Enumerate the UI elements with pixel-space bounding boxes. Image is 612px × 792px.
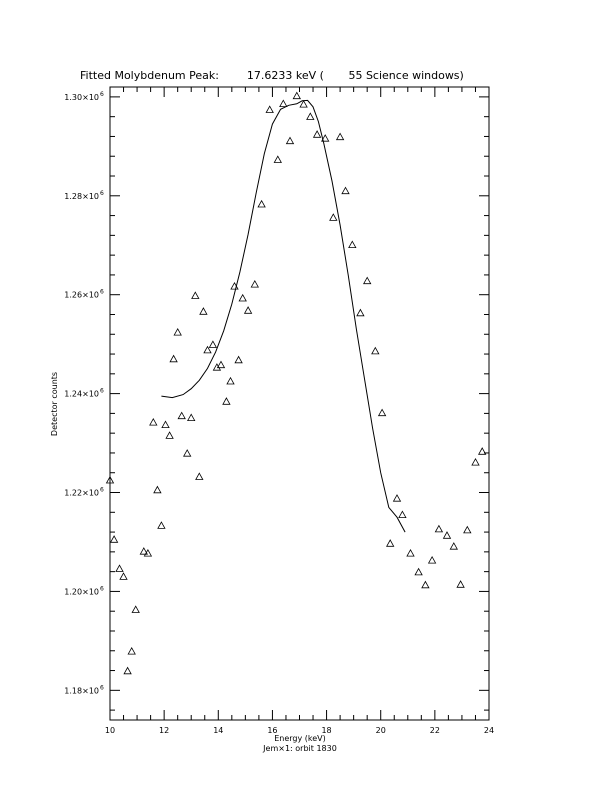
x-axis: 10 12 14 16 18 20 22 24 [105, 87, 494, 735]
y-axis-label: Detector counts [50, 372, 59, 436]
data-point [143, 548, 153, 557]
data-point [243, 306, 253, 314]
data-point [427, 555, 437, 564]
x-tick-label: 24 [484, 726, 494, 735]
data-point [157, 521, 166, 529]
data-point [265, 105, 274, 113]
data-point [173, 327, 182, 336]
data-point [406, 548, 415, 557]
y-tick-label: 1.30×10 [64, 93, 99, 102]
data-point [203, 345, 212, 354]
data-point [421, 580, 430, 589]
y-tick-label: 1.26×10 [64, 291, 99, 300]
data-point [153, 485, 162, 494]
data-point [165, 431, 174, 439]
data-point [434, 524, 444, 533]
y-tick-label: 1.28×10 [64, 192, 99, 201]
y-tick-exponent: 6 [100, 487, 104, 494]
data-point [386, 539, 395, 547]
fit-curve-line [161, 99, 406, 533]
data-point [169, 354, 178, 363]
data-point [341, 186, 350, 195]
orbit-caption: Jem×1: orbit 1830 [262, 744, 337, 753]
data-point [191, 291, 200, 299]
data-point [234, 355, 243, 364]
data-point [292, 91, 301, 100]
data-point [377, 408, 387, 417]
data-point [208, 340, 218, 348]
data-point [356, 308, 365, 317]
data-point [257, 199, 266, 208]
data-point [449, 542, 458, 550]
data-point [463, 525, 472, 534]
data-point [442, 531, 452, 539]
data-point [115, 564, 124, 572]
y-tick-label: 1.18×10 [64, 686, 99, 695]
y-tick-exponent: 6 [100, 91, 104, 98]
data-point [183, 449, 192, 457]
x-tick-label: 10 [105, 726, 115, 735]
data-point [321, 134, 330, 142]
data-point [238, 293, 247, 302]
data-point [212, 363, 222, 371]
y-tick-exponent: 6 [100, 684, 104, 691]
data-point [199, 307, 208, 315]
data-point [312, 130, 322, 138]
data-point [230, 281, 239, 290]
data-point [109, 535, 119, 543]
data-point [279, 99, 288, 107]
x-tick-label: 12 [159, 726, 169, 735]
data-point [414, 567, 423, 576]
y-tick-label: 1.20×10 [64, 587, 99, 596]
y-tick-exponent: 6 [100, 388, 104, 395]
data-point [161, 420, 170, 429]
data-point [392, 494, 402, 502]
data-point [299, 99, 308, 108]
data-point [306, 112, 315, 120]
data-point [216, 360, 226, 369]
data-point [471, 457, 480, 466]
data-point [187, 413, 196, 422]
data-point [222, 397, 231, 405]
data-point [363, 276, 372, 285]
data-point [335, 132, 345, 141]
data-point [127, 646, 136, 655]
data-point [273, 155, 282, 163]
y-tick-exponent: 6 [100, 289, 104, 296]
plot-frame [109, 86, 490, 721]
data-point [348, 240, 357, 249]
data-point [398, 510, 407, 518]
data-point [119, 572, 128, 580]
data-points [105, 91, 487, 675]
x-tick-label: 16 [267, 726, 277, 735]
data-point [195, 472, 204, 480]
data-point [226, 376, 235, 385]
x-tick-label: 14 [213, 726, 223, 735]
chart-title: Fitted Molybdenum Peak: 17.6233 keV ( 55… [80, 69, 464, 82]
y-tick-label: 1.24×10 [64, 390, 99, 399]
data-point [123, 666, 132, 675]
data-point [149, 417, 158, 426]
y-tick-label: 1.22×10 [64, 489, 99, 498]
data-point [478, 447, 487, 455]
data-point [105, 475, 115, 484]
data-point [177, 411, 186, 420]
data-point [139, 547, 148, 555]
y-tick-exponent: 6 [100, 190, 104, 197]
data-point [285, 136, 295, 145]
x-tick-label: 20 [376, 726, 386, 735]
data-point [371, 346, 380, 355]
data-point [131, 605, 140, 613]
x-tick-label: 18 [321, 726, 331, 735]
x-tick-label: 22 [430, 726, 440, 735]
data-point [329, 213, 338, 221]
y-tick-exponent: 6 [100, 585, 104, 592]
y-axis: 1.18×10 61.20×10 61.22×10 61.24×10 61.26×10 6… [64, 91, 489, 711]
data-point [456, 580, 465, 588]
x-axis-label: Energy (keV) [274, 734, 326, 743]
data-point [250, 279, 259, 288]
